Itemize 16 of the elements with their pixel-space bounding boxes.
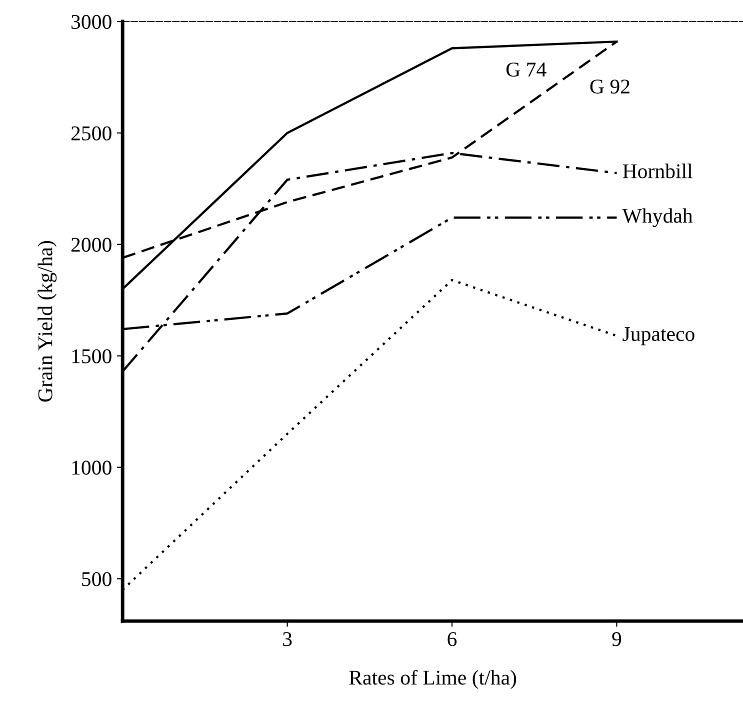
x-tick-label: 6 (448, 632, 457, 646)
y-tick-label: 2500 (71, 126, 112, 140)
series-label: Jupateco (622, 327, 694, 346)
x-tick-label: 9 (612, 632, 622, 646)
y-tick-label: 1500 (72, 349, 112, 364)
y-tick-label: 2000 (71, 238, 112, 252)
y-tick-label: 500 (82, 572, 112, 586)
y-tick-label: 1000 (72, 460, 112, 475)
series-label: G 92 (590, 80, 630, 94)
x-tick-label: 3 (283, 632, 292, 646)
y-tick-label: 3000 (72, 14, 112, 29)
series-label: Whydah (622, 208, 693, 228)
series-label: Hornbill (622, 164, 692, 178)
y-axis-title: Grain Yield (kg/ha) (38, 241, 57, 402)
series-label: G 74 (506, 62, 546, 77)
x-axis-title: Rates of Lime (t/ha) (349, 670, 516, 689)
